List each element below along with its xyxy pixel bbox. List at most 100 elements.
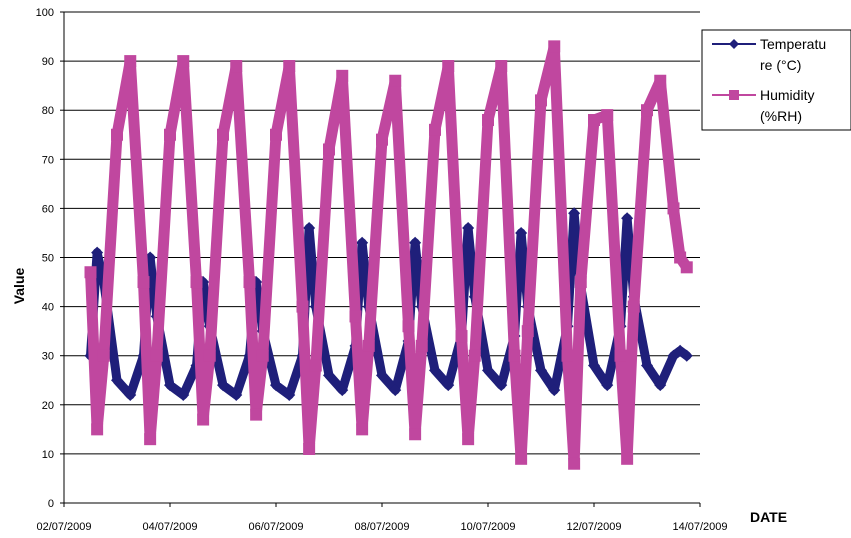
data-point	[389, 384, 402, 397]
data-point	[462, 433, 475, 446]
data-point	[323, 143, 335, 156]
data-point	[243, 276, 256, 289]
data-point	[415, 339, 428, 352]
data-point	[303, 442, 316, 455]
legend-label-temperature-line2: re (°C)	[760, 57, 801, 73]
data-point	[124, 55, 137, 68]
data-point	[111, 128, 123, 141]
series-line	[85, 40, 693, 470]
x-tick-label: 14/07/2009	[672, 521, 727, 533]
data-point	[323, 369, 335, 382]
legend-label-humidity-line1: Humidity	[760, 87, 814, 103]
y-tick-label: 20	[42, 400, 54, 412]
y-tick-label: 50	[42, 253, 54, 265]
data-point	[654, 379, 667, 392]
x-tick-label: 08/07/2009	[354, 521, 409, 533]
y-tick-label: 30	[42, 351, 54, 363]
data-point	[124, 388, 137, 401]
data-point	[654, 74, 667, 87]
y-axis-ticks: 0 10 20 30 40 50 60 70 80 90 100	[36, 7, 64, 510]
legend-entry-humidity: Humidity (%RH)	[712, 87, 814, 124]
data-point	[270, 379, 282, 392]
data-point	[356, 236, 369, 249]
y-tick-label: 80	[42, 105, 54, 117]
data-point	[495, 60, 508, 73]
data-point	[91, 423, 104, 436]
data-point	[515, 226, 528, 239]
data-point	[217, 128, 229, 141]
legend: Temperatu re (°C) Humidity (%RH)	[701, 29, 851, 131]
data-point	[482, 364, 494, 377]
data-point	[568, 457, 581, 470]
data-point	[296, 300, 309, 313]
data-point	[283, 60, 296, 73]
data-point	[164, 379, 176, 392]
data-point	[535, 364, 547, 377]
y-tick-label: 40	[42, 302, 54, 314]
data-point	[91, 246, 104, 259]
x-axis-ticks: 02/07/2009 04/07/2009 06/07/2009 08/07/2009…	[36, 503, 728, 533]
x-tick-label: 10/07/2009	[460, 521, 515, 533]
data-point	[442, 60, 455, 73]
data-point	[535, 94, 547, 107]
data-point	[482, 114, 494, 127]
legend-box	[701, 29, 851, 131]
series-layer	[84, 40, 693, 470]
x-tick-label: 02/07/2009	[36, 521, 91, 533]
series-humidity	[84, 40, 693, 470]
data-point	[621, 212, 634, 225]
y-tick-label: 70	[42, 154, 54, 166]
data-point	[508, 349, 521, 362]
data-point	[627, 300, 640, 313]
data-point	[468, 349, 481, 362]
legend-entry-temperature: Temperatu re (°C)	[712, 36, 826, 73]
data-point	[230, 60, 243, 73]
y-tick-label: 90	[42, 56, 54, 68]
data-point	[641, 359, 653, 372]
data-point	[250, 408, 263, 421]
data-point	[409, 428, 422, 441]
data-point	[641, 104, 653, 117]
data-point	[548, 384, 561, 397]
data-point	[601, 379, 614, 392]
data-point	[548, 40, 561, 53]
data-point	[356, 423, 369, 436]
data-point	[190, 276, 203, 289]
data-point	[429, 364, 441, 377]
data-point	[515, 452, 528, 465]
x-tick-label: 06/07/2009	[248, 521, 303, 533]
data-point	[283, 388, 296, 401]
data-point	[217, 379, 229, 392]
data-point	[144, 433, 157, 446]
data-point	[601, 109, 614, 122]
data-point	[621, 452, 634, 465]
data-point	[674, 251, 687, 264]
data-point	[680, 349, 693, 362]
data-point	[111, 374, 123, 387]
data-point	[230, 388, 243, 401]
legend-label-temperature-line1: Temperatu	[760, 36, 826, 52]
data-point	[177, 388, 190, 401]
data-point	[389, 74, 402, 87]
data-point	[84, 266, 97, 279]
data-point	[429, 123, 441, 136]
series-line	[86, 208, 692, 400]
data-point	[376, 369, 388, 382]
y-axis-title: Value	[11, 268, 27, 305]
data-point	[349, 310, 362, 323]
data-point	[588, 114, 600, 127]
x-tick-label: 04/07/2009	[142, 521, 197, 533]
y-tick-label: 60	[42, 203, 54, 215]
data-point	[402, 320, 415, 333]
data-point	[568, 207, 581, 220]
data-point	[256, 349, 269, 362]
y-tick-label: 10	[42, 449, 54, 461]
data-point	[197, 413, 210, 426]
y-tick-label: 100	[36, 7, 54, 19]
square-marker-icon	[729, 90, 739, 100]
legend-label-humidity-line2: (%RH)	[760, 108, 802, 124]
data-point	[588, 359, 600, 372]
data-point	[336, 384, 349, 397]
data-point	[97, 349, 110, 362]
